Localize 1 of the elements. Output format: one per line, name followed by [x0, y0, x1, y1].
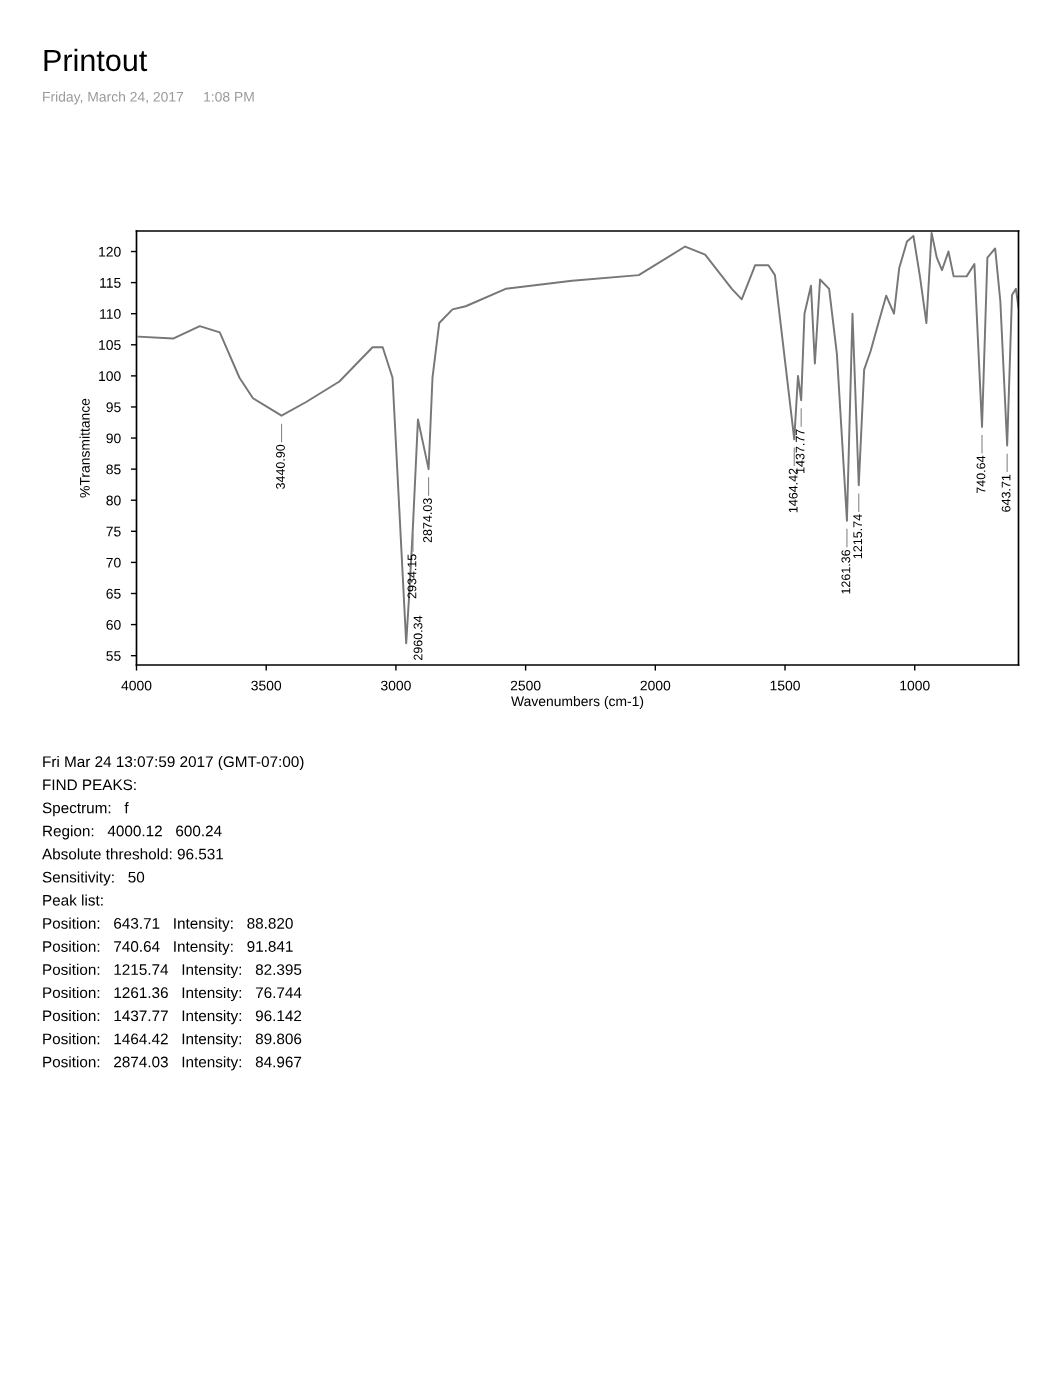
chart-title: Printout — [44, 48, 148, 72]
